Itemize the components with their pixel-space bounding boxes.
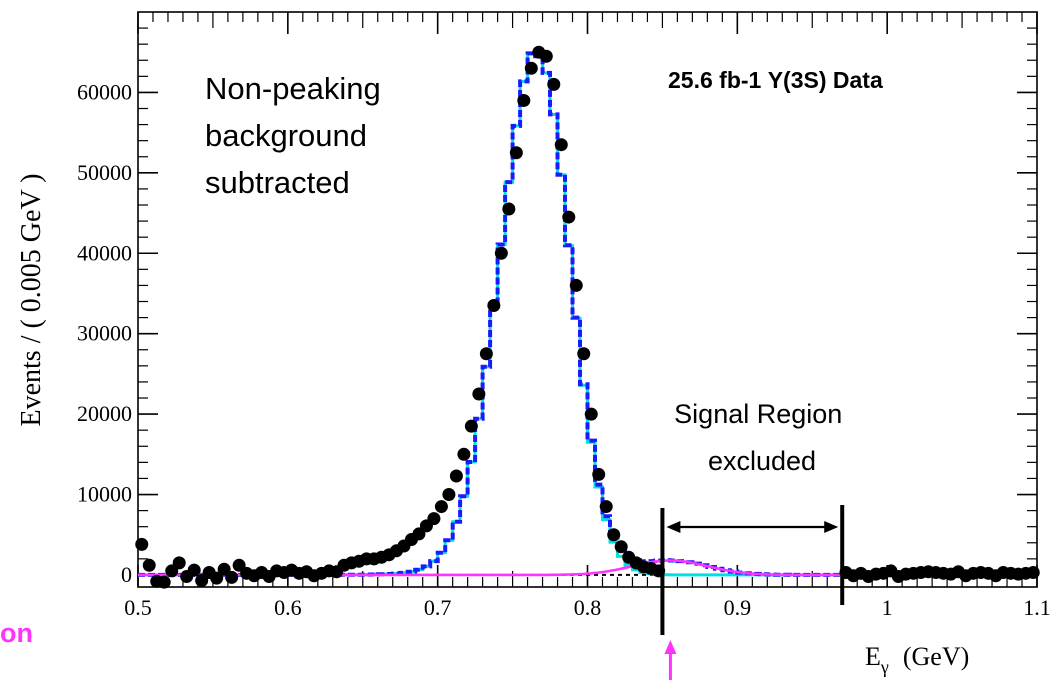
data-point [502,202,516,216]
data-point [599,500,613,514]
x-tick-label: 0.9 [724,595,752,620]
x-tick-label: 1.1 [1023,595,1051,620]
data-point [1026,566,1040,580]
data-point [479,347,493,361]
region-arrowhead-left [666,521,681,533]
data-point [442,488,456,502]
data-point [172,556,186,570]
x-axis-label-main: E [865,642,881,671]
y-tick-label: 10000 [77,482,132,507]
signal-region-markers [660,505,845,680]
y-tick-label: 20000 [77,401,132,426]
x-axis-label-sub: γ [880,657,889,677]
data-point [434,500,448,514]
y-minor-ticks [138,27,1037,560]
data-point [607,528,621,542]
x-tick-label: 0.6 [274,595,302,620]
x-axis-label: Eγ (GeV) [865,642,969,677]
y-axis-label: Events / ( 0.005 GeV ) [16,174,47,427]
data-point [157,575,171,589]
annotation-signal-region-line-2: excluded [708,446,816,476]
x-tick-label: 0.8 [574,595,602,620]
x-axis-label-unit: (GeV) [903,642,969,671]
annotation-nonpeaking: Non-peaking background subtracted [205,71,389,200]
annotation-nonpeaking-line-3: subtracted [205,165,350,200]
data-point [554,138,568,152]
data-point [487,299,501,313]
data-point [592,467,606,481]
x-tick-label: 0.7 [424,595,452,620]
y-tick-label: 0 [121,562,132,587]
data-point [569,278,583,292]
y-tick-label: 30000 [77,321,132,346]
data-point [517,93,531,107]
data-point [614,540,628,554]
data-point [187,563,201,577]
data-point [457,447,471,461]
data-point [472,387,486,401]
data-points [135,45,1040,589]
x-axis-ticks: 0.5 0.6 0.7 0.8 0.9 1 1.1 [124,12,1051,620]
data-point [524,61,538,75]
magenta-arrow-head [664,640,677,654]
partial-left-label: on [0,618,33,648]
data-point [584,407,598,421]
data-point [427,512,441,526]
annotation-nonpeaking-line-2: background [205,118,367,153]
data-point [562,210,576,224]
data-point [577,347,591,361]
data-point [142,558,156,572]
y-tick-label: 50000 [77,160,132,185]
data-point [494,246,508,260]
data-point [547,77,561,91]
data-point [539,49,553,63]
y-axis-ticks: 0 10000 20000 30000 40000 50000 60000 [77,79,1037,587]
data-point [210,571,224,585]
x-tick-label: 1 [882,595,893,620]
data-point [135,537,149,551]
annotation-nonpeaking-line-1: Non-peaking [205,71,381,106]
annotation-signal-region-line-1: Signal Region [674,399,842,429]
annotation-signal-region: Signal Region excluded [674,399,850,476]
data-point [509,146,523,160]
data-point [449,469,463,483]
y-tick-label: 40000 [77,240,132,265]
region-arrowhead-right [824,521,839,533]
data-point [464,419,478,433]
x-tick-label: 0.5 [124,595,152,620]
data-point [225,570,239,584]
legend-text: 25.6 fb-1 Υ(3S) Data [668,67,883,93]
y-tick-label: 60000 [77,79,132,104]
